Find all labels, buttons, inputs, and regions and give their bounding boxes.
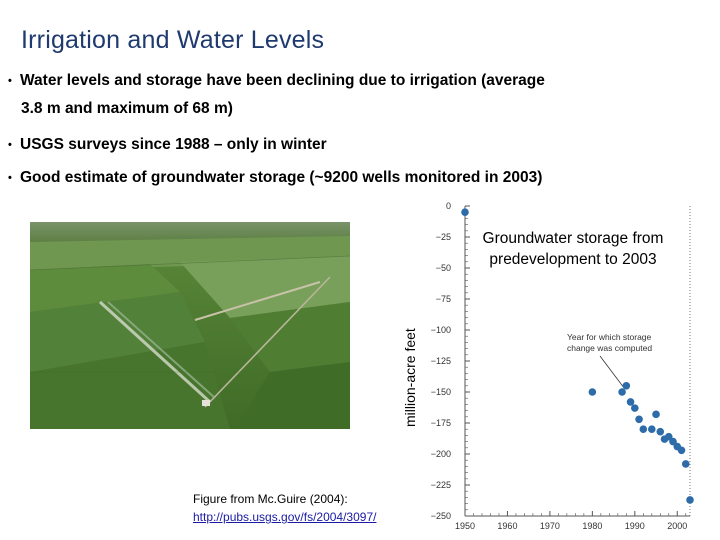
bullet-2: • USGS surveys since 1988 – only in winte… (8, 136, 327, 154)
aerial-field-photo (30, 222, 350, 429)
data-point (686, 496, 694, 504)
y-tick-label: −50 (436, 263, 451, 273)
figure-caption: Figure from Mc.Guire (2004): http://pubs… (193, 490, 376, 526)
data-point (461, 208, 469, 216)
x-tick-label: 1990 (625, 521, 645, 531)
chart-annotation-line-2: change was computed (567, 343, 652, 353)
bullet-marker: • (8, 172, 12, 184)
x-tick-label: 2000 (667, 521, 687, 531)
data-point (635, 415, 643, 424)
slide-title: Irrigation and Water Levels (21, 26, 325, 54)
bullet-marker: • (8, 75, 12, 87)
data-point (622, 382, 631, 390)
y-tick-label: −75 (436, 294, 451, 304)
bullet-2-text: USGS surveys since 1988 – only in winter (20, 136, 327, 153)
caption-text: Figure from Mc.Guire (2004): (193, 492, 348, 506)
data-point (631, 404, 639, 412)
data-point (618, 388, 626, 396)
y-tick-label: −125 (431, 356, 451, 366)
bullet-3-text: Good estimate of groundwater storage (~9… (20, 169, 543, 186)
bullet-1-continuation: 3.8 m and maximum of 68 m) (21, 100, 233, 117)
data-point (588, 388, 597, 396)
data-point (669, 437, 677, 446)
bullet-1-text: Water levels and storage have been decli… (20, 72, 545, 89)
y-tick-label: −25 (436, 232, 451, 242)
bullet-1: • Water levels and storage have been decl… (8, 72, 545, 90)
x-tick-label: 1960 (497, 521, 517, 531)
y-tick-label: −150 (431, 387, 451, 397)
x-tick-label: 1970 (540, 521, 560, 531)
data-point (639, 425, 648, 433)
x-tick-label: 1950 (455, 521, 475, 531)
y-tick-label: 0 (446, 201, 451, 211)
groundwater-storage-chart: 0 −25 −50 −75 −100 −125 −150 −175 −200 −225 −250 19… (431, 201, 694, 531)
source-link[interactable]: http://pubs.usgs.gov/fs/2004/3097/ (193, 510, 377, 524)
y-tick-label: −100 (431, 325, 451, 335)
y-tick-label: −200 (431, 449, 451, 459)
data-point (647, 425, 656, 433)
x-tick-label: 1980 (582, 521, 602, 531)
chart-y-axis-label: million-acre feet (402, 328, 418, 427)
y-tick-label: −175 (431, 418, 451, 428)
data-point (677, 446, 686, 455)
data-point (681, 460, 690, 468)
y-tick-label: −225 (431, 480, 451, 490)
data-point (664, 432, 673, 441)
data-point (626, 398, 635, 406)
chart-title: Groundwater storage from predevelopment … (482, 230, 664, 268)
bullet-3: • Good estimate of groundwater storage (~… (8, 169, 542, 187)
bullet-marker: • (8, 139, 12, 151)
chart-annotation-line-1: Year for which storage (567, 332, 652, 342)
y-tick-label: −250 (431, 511, 451, 521)
annotation-leader-line (599, 355, 625, 389)
data-point (652, 410, 660, 419)
data-point (656, 427, 665, 436)
